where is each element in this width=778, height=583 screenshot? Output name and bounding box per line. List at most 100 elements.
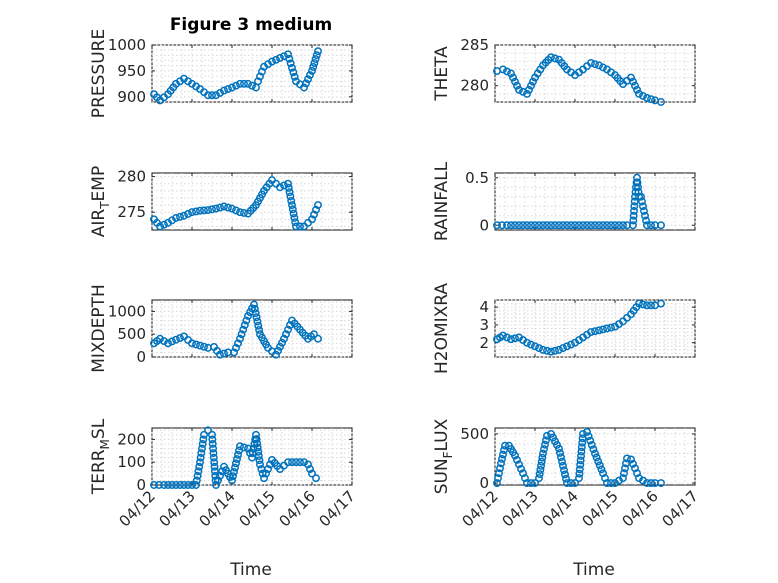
data-point	[210, 462, 219, 471]
data-point	[567, 340, 575, 349]
data-point	[196, 453, 205, 462]
data-point	[576, 456, 585, 465]
y-tick-label: 0	[479, 474, 489, 492]
data-point	[287, 196, 296, 205]
y-tick-label: 0	[136, 348, 146, 366]
data-point	[586, 436, 595, 445]
data-point	[308, 215, 316, 224]
data-point	[515, 221, 523, 230]
data-point	[647, 221, 655, 230]
y-tick-label: 0	[479, 216, 489, 234]
data-point	[635, 299, 643, 308]
data-point	[531, 342, 539, 351]
data-point	[511, 221, 519, 230]
data-point	[199, 435, 208, 444]
data-point	[256, 72, 264, 81]
data-point	[258, 469, 267, 478]
data-point	[276, 54, 284, 62]
data-point	[262, 469, 270, 478]
data-point	[256, 460, 264, 469]
data-point	[176, 334, 184, 343]
data-point	[498, 455, 506, 463]
data-point	[188, 339, 196, 348]
data-point	[577, 452, 585, 460]
data-point	[233, 455, 241, 464]
data-point	[493, 479, 501, 487]
data-point	[248, 304, 256, 313]
data-point	[547, 221, 555, 230]
data-point	[220, 202, 228, 211]
data-point	[629, 459, 637, 468]
data-point	[248, 453, 256, 462]
data-point	[511, 77, 519, 86]
data-point	[555, 221, 563, 230]
data-point	[160, 337, 168, 345]
y-axis-label: MIXDEPTH	[89, 284, 109, 373]
subplot-terr_msl: 010020004/1204/1304/1404/1504/1604/17TER…	[89, 418, 359, 530]
data-point	[523, 479, 531, 487]
data-point	[289, 209, 298, 218]
data-point	[312, 474, 320, 483]
data-point	[540, 445, 548, 454]
data-point	[657, 98, 665, 106]
data-point	[611, 221, 619, 230]
data-point	[308, 66, 316, 75]
data-point	[200, 342, 208, 351]
data-point	[176, 481, 184, 489]
data-point	[308, 469, 316, 478]
data-point	[250, 304, 259, 313]
data-point	[252, 435, 261, 444]
x-tick-label: 04/17	[659, 487, 702, 530]
data-point	[639, 300, 647, 309]
data-point	[535, 470, 544, 478]
data-point	[509, 73, 517, 82]
data-point	[630, 197, 639, 206]
data-point	[575, 474, 583, 483]
data-point	[314, 201, 322, 210]
data-point	[314, 47, 322, 56]
data-point	[541, 440, 549, 449]
data-point	[639, 202, 647, 211]
data-point	[513, 81, 521, 90]
data-point	[164, 339, 172, 348]
data-point	[519, 221, 527, 230]
data-point	[536, 465, 545, 474]
data-point	[599, 221, 607, 230]
data-point	[535, 221, 543, 230]
data-point	[272, 350, 280, 359]
data-point	[284, 179, 292, 188]
data-point	[286, 321, 294, 330]
data-point	[180, 211, 188, 220]
data-point	[515, 460, 523, 469]
data-point	[599, 63, 607, 72]
data-point	[575, 221, 583, 230]
data-point	[240, 443, 248, 452]
data-point	[539, 449, 547, 458]
data-point	[195, 462, 204, 471]
data-point	[304, 75, 312, 84]
data-point	[172, 481, 180, 489]
data-point	[188, 481, 196, 489]
data-point	[310, 210, 318, 219]
data-point	[584, 432, 593, 441]
data-point	[196, 206, 204, 215]
data-point	[523, 221, 531, 230]
data-point	[587, 328, 595, 337]
y-tick-label: 500	[117, 325, 146, 343]
data-point	[603, 479, 611, 487]
data-point	[498, 221, 506, 230]
subplot-h2omixra: 234 H2OMIXRA	[432, 283, 696, 374]
x-tick-label: 04/12	[459, 487, 502, 530]
data-point	[242, 316, 251, 325]
data-point	[236, 79, 244, 88]
data-point	[497, 459, 505, 468]
data-point	[216, 471, 224, 480]
data-point	[150, 481, 158, 489]
data-point	[657, 479, 665, 487]
data-point	[493, 221, 501, 230]
data-point	[559, 461, 567, 470]
figure-title: Figure 3 medium	[170, 15, 332, 35]
data-point	[535, 474, 543, 483]
